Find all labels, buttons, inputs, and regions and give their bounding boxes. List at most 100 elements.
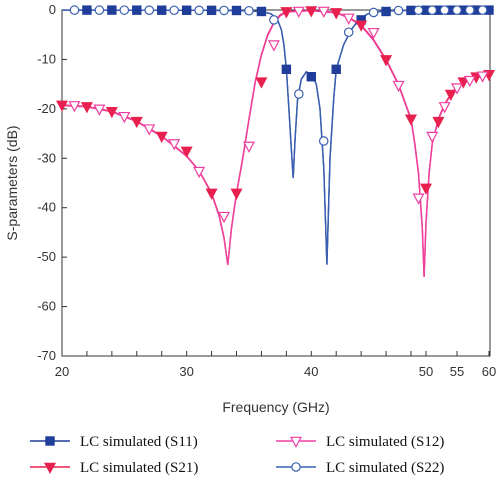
legend-label: LC simulated (S11) xyxy=(80,434,198,450)
y-tick-label: -40 xyxy=(37,200,56,215)
data-point-1 xyxy=(331,64,341,75)
series-markers xyxy=(56,5,495,224)
data-point-4 xyxy=(464,5,475,15)
data-point-1 xyxy=(381,6,391,17)
data-point-1 xyxy=(132,5,142,15)
data-point-3 xyxy=(438,102,451,114)
data-point-4 xyxy=(219,5,229,16)
data-point-2 xyxy=(355,20,368,32)
y-tick-label: 0 xyxy=(49,2,56,17)
x-tick-label: 50 xyxy=(419,364,433,379)
legend: LC simulated (S11) LC simulated (S12) LC s… xyxy=(30,434,444,476)
data-point-3 xyxy=(412,193,425,205)
data-point-4 xyxy=(94,5,105,15)
data-point-3 xyxy=(426,131,439,144)
data-point-2 xyxy=(380,55,393,67)
data-point-4 xyxy=(393,5,404,16)
legend-label: LC simulated (S22) xyxy=(326,460,444,476)
data-point-4 xyxy=(119,5,130,15)
data-point-1 xyxy=(231,5,242,16)
data-point-2 xyxy=(444,89,457,102)
data-point-3 xyxy=(68,101,81,113)
data-point-4 xyxy=(427,5,437,15)
legend-marker xyxy=(44,462,56,474)
plot-area xyxy=(61,9,491,357)
data-point-3 xyxy=(118,111,131,124)
data-point-1 xyxy=(256,6,267,17)
data-point-3 xyxy=(392,80,405,93)
legend-marker xyxy=(291,462,301,472)
data-point-2 xyxy=(155,131,168,144)
data-point-3 xyxy=(218,211,231,224)
tick-group: 20 30 40 50 55 60 0 -10 -20 -30 -40 -50 -60 -70 xyxy=(37,2,496,379)
data-point-4 xyxy=(169,5,179,16)
y-axis-title: S-parameters (dB) xyxy=(4,125,20,240)
data-point-4 xyxy=(144,5,155,15)
data-point-2 xyxy=(56,100,68,112)
data-point-4 xyxy=(439,5,450,15)
data-point-2 xyxy=(230,188,243,200)
data-point-3 xyxy=(317,6,330,18)
data-point-4 xyxy=(244,5,254,16)
data-point-2 xyxy=(130,116,143,129)
data-point-2 xyxy=(420,183,432,195)
y-tick-label: -10 xyxy=(37,51,56,66)
x-tick-label: 20 xyxy=(55,364,69,379)
data-point-3 xyxy=(267,40,280,52)
data-point-1 xyxy=(306,72,316,82)
data-point-4 xyxy=(477,5,488,15)
data-point-1 xyxy=(157,5,167,15)
data-point-4 xyxy=(269,15,279,25)
data-point-3 xyxy=(168,139,181,151)
legend-label: LC simulated (S21) xyxy=(80,460,198,476)
y-tick-label: -70 xyxy=(37,348,56,363)
data-point-4 xyxy=(368,7,379,18)
data-point-1 xyxy=(281,64,292,75)
data-point-4 xyxy=(318,136,329,146)
x-tick-label: 60 xyxy=(482,364,496,379)
data-point-3 xyxy=(476,71,489,83)
data-point-4 xyxy=(343,27,354,38)
data-point-1 xyxy=(107,5,117,15)
data-point-3 xyxy=(193,166,206,179)
legend-marker xyxy=(290,436,302,448)
data-point-3 xyxy=(93,104,106,116)
x-tick-label: 40 xyxy=(304,364,318,379)
y-tick-label: -50 xyxy=(37,249,56,264)
data-point-4 xyxy=(294,89,304,99)
data-point-3 xyxy=(143,124,156,136)
y-tick-label: -60 xyxy=(37,299,56,314)
data-point-4 xyxy=(69,5,80,15)
data-point-4 xyxy=(194,5,204,16)
data-point-1 xyxy=(206,5,217,16)
data-point-2 xyxy=(80,102,93,114)
data-point-3 xyxy=(451,83,463,95)
data-point-3 xyxy=(242,141,255,153)
x-tick-label: 30 xyxy=(179,364,193,379)
legend-marker xyxy=(45,436,55,446)
y-tick-label: -30 xyxy=(37,150,56,165)
data-point-2 xyxy=(432,116,445,129)
data-point-4 xyxy=(452,5,462,15)
data-point-2 xyxy=(180,146,193,158)
data-point-4 xyxy=(413,5,424,16)
data-point-2 xyxy=(330,8,343,20)
data-point-1 xyxy=(82,5,92,15)
data-point-2 xyxy=(280,7,293,19)
data-point-3 xyxy=(292,6,305,18)
data-point-3 xyxy=(367,27,380,40)
data-point-2 xyxy=(255,77,268,89)
data-point-2 xyxy=(205,188,218,200)
y-tick-label: -20 xyxy=(37,101,56,116)
data-point-2 xyxy=(457,77,470,89)
data-point-2 xyxy=(105,107,118,119)
data-point-2 xyxy=(305,6,318,18)
data-point-1 xyxy=(181,5,192,15)
data-point-3 xyxy=(342,13,355,25)
x-axis-title: Frequency (GHz) xyxy=(222,399,329,415)
data-point-3 xyxy=(463,75,476,88)
x-tick-label: 55 xyxy=(450,364,464,379)
legend-label: LC simulated (S12) xyxy=(326,434,444,450)
data-point-2 xyxy=(405,114,417,126)
